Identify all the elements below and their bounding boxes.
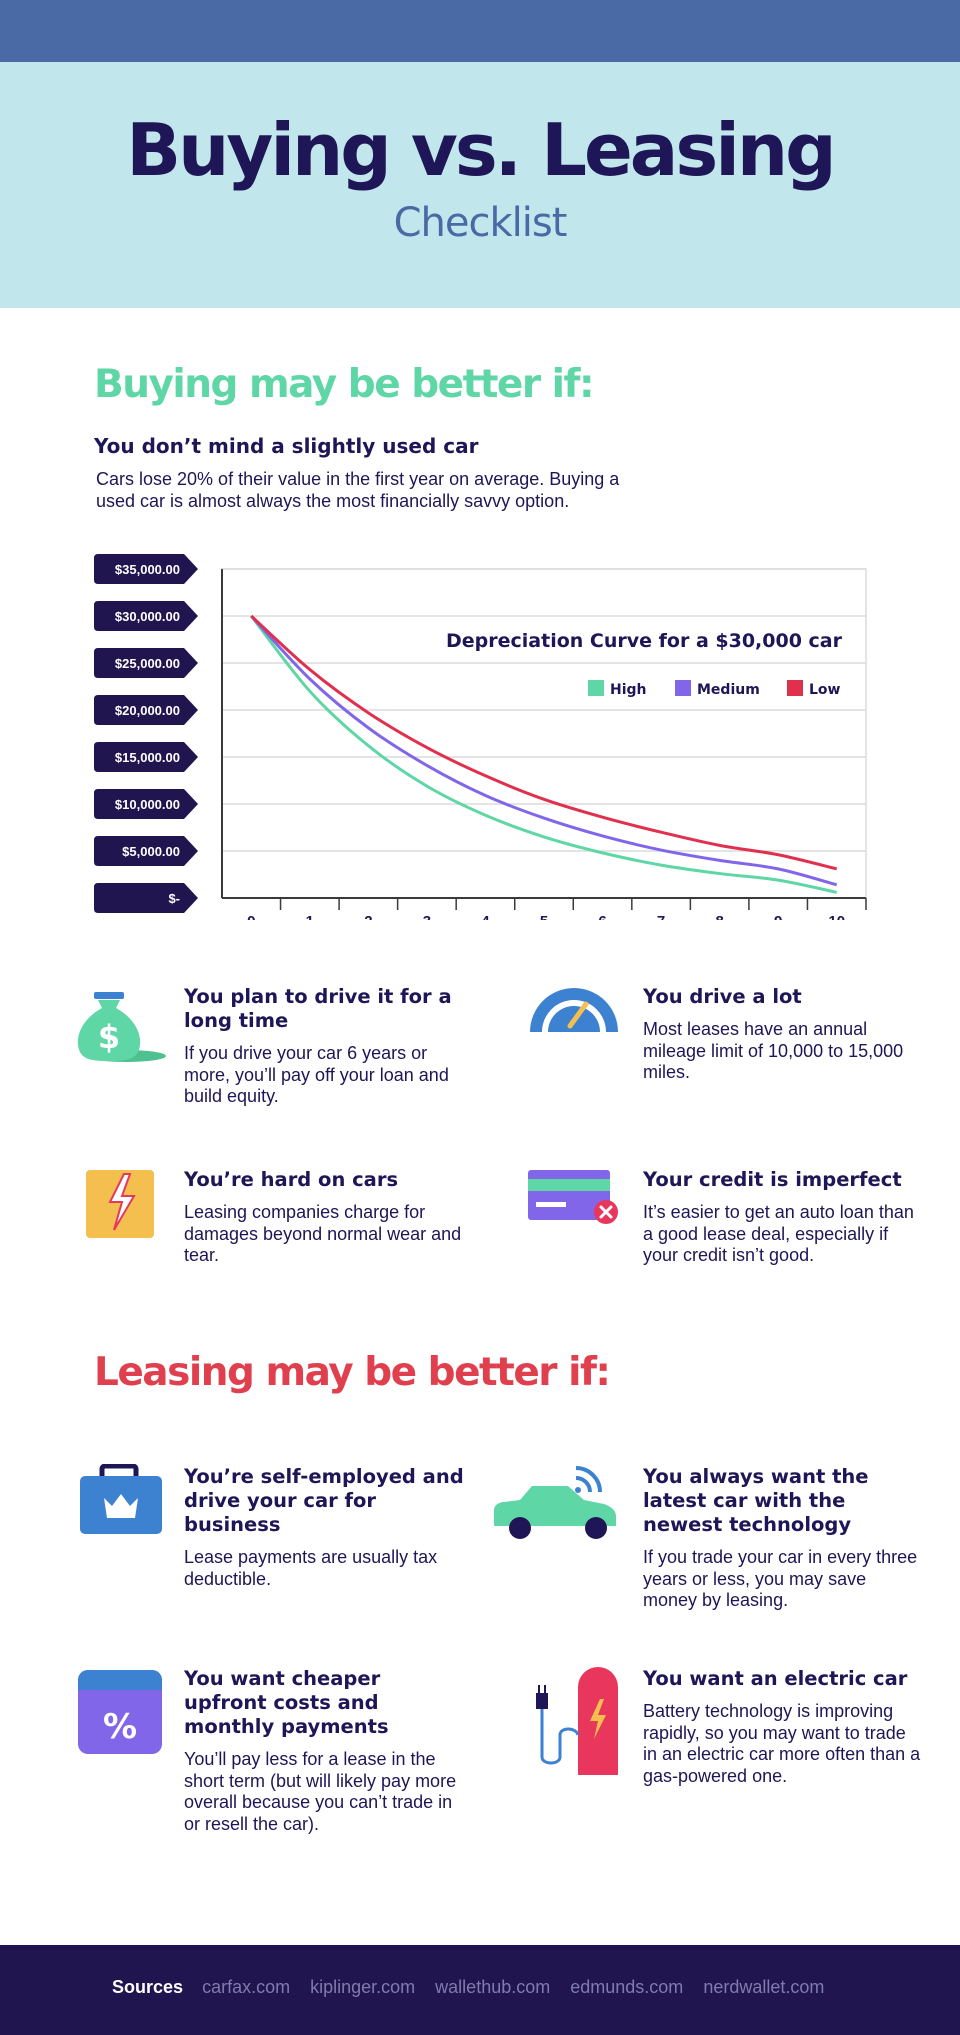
page-title: Buying vs. Leasing	[126, 108, 836, 192]
sources-row: Sources carfax.com kiplinger.com walleth…	[112, 1977, 839, 1998]
source-link-edmunds[interactable]: edmunds.com	[570, 1977, 684, 1997]
legend-swatch-medium	[675, 680, 691, 696]
item-heading: You always want the latest car with the …	[643, 1465, 869, 1536]
source-link-carfax[interactable]: carfax.com	[202, 1977, 291, 1997]
x-tick-label: 5	[540, 913, 548, 920]
x-tick-label: 3	[423, 913, 431, 920]
depreciation-chart: 0 1 2 3 4 5 6 7 8 9 10 $- $5,000.00 $10,000.00 $15,000…	[94, 554, 867, 920]
series-line-medium	[250, 614, 838, 887]
item-heading: You’re hard on cars	[184, 1168, 399, 1191]
y-tick-label: $15,000.00	[115, 750, 180, 765]
leasing-item-latest-car: You always want the latest car with the …	[643, 1465, 923, 1612]
item-body: Most leases have an annual mileage limit…	[643, 1019, 904, 1082]
y-tick-label: $-	[168, 891, 180, 906]
legend-label-high: High	[610, 682, 647, 698]
leasing-section-title: Leasing may be better if:	[94, 1350, 611, 1395]
item-body: Lease payments are usually tax deductibl…	[184, 1547, 438, 1589]
item-body: It’s easier to get an auto loan than a g…	[643, 1202, 914, 1265]
buying-section-title: Buying may be better if:	[94, 362, 595, 407]
item-heading: Your credit is imperfect	[643, 1168, 902, 1191]
y-tick-badge	[94, 695, 198, 725]
y-tick-label: $10,000.00	[115, 797, 180, 812]
leasing-item-cheaper-upfront: You want cheaper upfront costs and month…	[184, 1667, 464, 1835]
buying-item-credit-imperfect: Your credit is imperfect It’s easier to …	[643, 1168, 923, 1267]
item-body: Battery technology is improving rapidly,…	[643, 1701, 921, 1786]
buying-item-hard-on-cars: You’re hard on cars Leasing companies ch…	[184, 1168, 464, 1267]
item-body: Leasing companies charge for damages bey…	[184, 1202, 462, 1265]
y-tick-badge	[94, 789, 198, 819]
buying-item-drive-a-lot: You drive a lot Most leases have an annu…	[643, 985, 923, 1084]
top-bar	[0, 0, 960, 62]
percent-icon: %	[78, 1670, 162, 1759]
buying-intro-body: Cars lose 20% of their value in the firs…	[96, 469, 620, 511]
y-tick-label: $30,000.00	[115, 609, 180, 624]
speedometer-icon	[528, 986, 620, 1041]
buying-item-long-time: You plan to drive it for a long time If …	[184, 985, 464, 1108]
y-tick-label: $5,000.00	[122, 844, 180, 859]
x-tick-label: 10	[828, 913, 845, 920]
item-body: If you trade your car in every three yea…	[643, 1547, 918, 1610]
x-tick-label: 2	[364, 913, 372, 920]
item-heading: You drive a lot	[643, 985, 802, 1008]
item-body: If you drive your car 6 years or more, y…	[184, 1043, 449, 1106]
page-subtitle: Checklist	[393, 200, 568, 246]
briefcase-icon	[78, 1463, 164, 1541]
item-heading: You’re self-employed and drive your car …	[184, 1465, 464, 1536]
y-tick-badge	[94, 648, 198, 678]
series-line-high	[250, 615, 838, 894]
y-tick-label: $35,000.00	[115, 562, 180, 577]
source-link-wallethub[interactable]: wallethub.com	[435, 1977, 551, 1997]
y-tick-label: $25,000.00	[115, 656, 180, 671]
leasing-item-electric-car: You want an electric car Battery technol…	[643, 1667, 923, 1787]
plot-frame	[221, 568, 867, 899]
y-tick-label: $20,000.00	[115, 703, 180, 718]
item-heading: You plan to drive it for a long time	[184, 985, 452, 1032]
y-tick-badge	[94, 742, 198, 772]
source-link-nerdwallet[interactable]: nerdwallet.com	[703, 1977, 825, 1997]
x-tick-label: 9	[774, 913, 782, 920]
x-tick-label: 7	[657, 913, 665, 920]
legend-label-low: Low	[809, 682, 841, 698]
source-link-kiplinger[interactable]: kiplinger.com	[310, 1977, 416, 1997]
connected-car-icon	[492, 1466, 620, 1549]
x-tick-label: 8	[715, 913, 723, 920]
footer: Sources carfax.com kiplinger.com walleth…	[0, 1945, 960, 2035]
hero-banner: Buying vs. Leasing Checklist	[0, 62, 960, 308]
legend-swatch-low	[787, 680, 803, 696]
y-tick-badge	[94, 554, 198, 584]
ev-charger-icon	[530, 1665, 622, 1782]
leasing-item-self-employed: You’re self-employed and drive your car …	[184, 1465, 464, 1590]
money-bag-icon: $	[76, 988, 166, 1069]
svg-text:%: %	[103, 1707, 137, 1747]
x-tick-label: 0	[247, 913, 255, 920]
y-tick-badge	[94, 601, 198, 631]
credit-card-icon	[528, 1170, 620, 1233]
x-tick-label: 6	[598, 913, 606, 920]
y-tick-badge	[94, 836, 198, 866]
legend-swatch-high	[588, 680, 604, 696]
y-tick-badge	[94, 883, 198, 913]
damage-box-icon	[84, 1168, 156, 1245]
sources-label: Sources	[112, 1977, 184, 1997]
chart-title: Depreciation Curve for a $30,000 car	[446, 630, 843, 652]
item-body: You’ll pay less for a lease in the short…	[184, 1749, 457, 1834]
legend-label-medium: Medium	[697, 682, 760, 698]
svg-text:$: $	[98, 1018, 120, 1056]
item-heading: You want cheaper upfront costs and month…	[184, 1667, 389, 1738]
buying-intro-heading: You don’t mind a slightly used car	[94, 434, 479, 458]
x-tick-label: 4	[481, 913, 490, 920]
x-tick-label: 1	[306, 913, 314, 920]
series-line-low	[250, 614, 838, 871]
item-heading: You want an electric car	[643, 1667, 908, 1690]
